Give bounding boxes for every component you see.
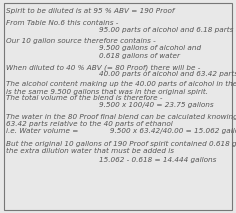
Text: 40.00 parts of alcohol and 63.42 parts of water: 40.00 parts of alcohol and 63.42 parts o…: [99, 71, 236, 77]
Text: 0.618 gallons of water: 0.618 gallons of water: [99, 52, 180, 59]
Text: 9.500 x 100/40 = 23.75 gallons: 9.500 x 100/40 = 23.75 gallons: [99, 102, 214, 108]
Text: i.e. Water volume =              9.500 x 63.42/40.00 = 15.062 gallons: i.e. Water volume = 9.500 x 63.42/40.00 …: [6, 128, 236, 134]
Text: 15.062 - 0.618 = 14.444 gallons: 15.062 - 0.618 = 14.444 gallons: [99, 157, 216, 163]
Text: Our 10 gallon source therefore contains -: Our 10 gallon source therefore contains …: [6, 38, 156, 45]
Text: The alcohol content making up the 40.00 parts of alcohol in the final blend: The alcohol content making up the 40.00 …: [6, 81, 236, 88]
Text: From Table No.6 this contains -: From Table No.6 this contains -: [6, 20, 118, 26]
Text: the extra dilution water that must be added is: the extra dilution water that must be ad…: [6, 148, 174, 154]
Text: Spirit to be diluted is at 95 % ABV = 190 Proof: Spirit to be diluted is at 95 % ABV = 19…: [6, 7, 174, 14]
Text: 9.500 gallons of alcohol and: 9.500 gallons of alcohol and: [99, 45, 201, 51]
Text: 95.00 parts of alcohol and 6.18 parts of water: 95.00 parts of alcohol and 6.18 parts of…: [99, 27, 236, 33]
Text: But the original 10 gallons of 190 Proof spirit contained 0.618 gallons water, s: But the original 10 gallons of 190 Proof…: [6, 141, 236, 147]
Text: 63.42 parts relative to the 40 parts of ethanol: 63.42 parts relative to the 40 parts of …: [6, 121, 173, 127]
Text: When diluted to 40 % ABV (= 80 Proof) there will be -: When diluted to 40 % ABV (= 80 Proof) th…: [6, 64, 200, 71]
Text: The total volume of the blend is therefore -: The total volume of the blend is therefo…: [6, 95, 162, 101]
FancyBboxPatch shape: [4, 3, 232, 210]
Text: The water in the 80 Proof final blend can be calculated knowing that it is: The water in the 80 Proof final blend ca…: [6, 114, 236, 120]
Text: is the same 9.500 gallons that was in the original spirit.: is the same 9.500 gallons that was in th…: [6, 88, 208, 95]
